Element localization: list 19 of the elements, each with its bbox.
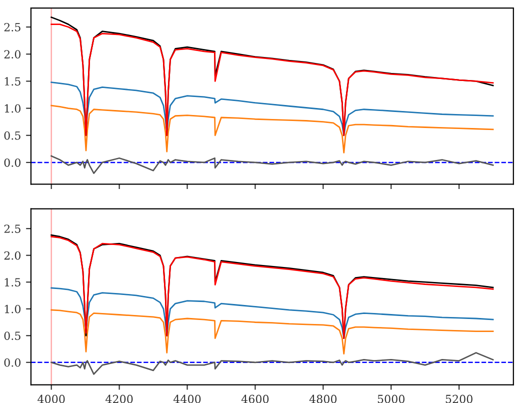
x-tick-label: 5000 bbox=[378, 394, 405, 403]
y-tick-label: 0.5 bbox=[4, 131, 20, 140]
y-tick-label: 0.5 bbox=[4, 332, 20, 340]
x-tick-label: 4200 bbox=[106, 394, 133, 403]
y-tick-label: 2.0 bbox=[4, 251, 20, 260]
y-tick-label: 0.0 bbox=[4, 358, 20, 367]
y-tick-label: 1.5 bbox=[4, 77, 20, 86]
y-tick-label: 2.0 bbox=[4, 50, 20, 58]
y-tick-label: 1.0 bbox=[4, 304, 20, 314]
x-tick-label: 4800 bbox=[309, 394, 337, 403]
x-tick-label: 4000 bbox=[38, 394, 65, 403]
y-tick-label: 0.0 bbox=[4, 158, 20, 167]
y-tick-label: 2.5 bbox=[4, 22, 20, 32]
x-tick-label: 4600 bbox=[241, 394, 269, 403]
x-tick-label: 4400 bbox=[173, 394, 201, 403]
x-tick-label: 5200 bbox=[446, 394, 472, 403]
y-tick-label: 1.0 bbox=[4, 104, 20, 113]
y-tick-label: 1.5 bbox=[4, 278, 20, 286]
y-tick-label: 2.5 bbox=[4, 224, 20, 233]
